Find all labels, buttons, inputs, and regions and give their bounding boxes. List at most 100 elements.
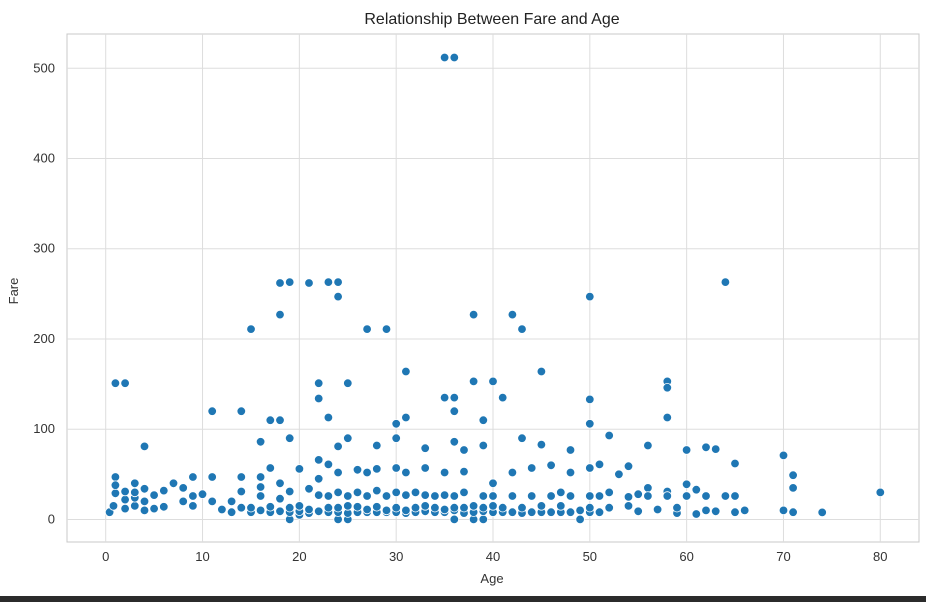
y-tick-label: 400 [33, 151, 55, 166]
data-point [730, 491, 740, 501]
data-point [130, 501, 140, 511]
data-point [730, 458, 740, 469]
data-point [410, 503, 421, 513]
data-point [333, 467, 343, 478]
data-point [420, 463, 430, 473]
data-point [449, 52, 460, 63]
data-point [333, 291, 343, 302]
data-point [817, 507, 827, 518]
data-point [556, 487, 566, 498]
data-point [449, 406, 460, 416]
x-axis-label: Age [480, 571, 503, 586]
data-point [314, 393, 324, 404]
data-point [178, 483, 188, 493]
data-point [585, 291, 595, 302]
data-point [585, 491, 595, 501]
data-point [623, 461, 634, 471]
data-point [333, 487, 343, 498]
data-point [527, 463, 537, 473]
data-point [449, 514, 460, 525]
data-point [585, 394, 595, 405]
data-point [217, 504, 227, 515]
data-point [362, 324, 372, 334]
data-point [507, 467, 518, 478]
y-tick-label: 100 [33, 421, 55, 436]
data-point [711, 444, 721, 454]
data-point [730, 507, 740, 517]
data-point [110, 480, 121, 490]
data-point [139, 496, 150, 507]
data-point [110, 472, 121, 482]
y-tick-label: 200 [33, 331, 55, 346]
data-point [604, 503, 614, 513]
data-point [420, 443, 430, 453]
data-point [498, 392, 508, 403]
data-point [372, 502, 382, 512]
data-point [468, 501, 479, 511]
data-point [546, 507, 556, 517]
data-point [459, 445, 469, 455]
data-point [236, 486, 247, 497]
data-point [536, 366, 547, 377]
data-point [430, 491, 440, 501]
data-point [120, 378, 130, 388]
data-point [449, 503, 460, 513]
data-point [594, 507, 605, 517]
grid-lines [67, 34, 919, 542]
data-point [701, 491, 711, 501]
data-point [265, 463, 276, 473]
data-point [546, 460, 556, 471]
data-point [643, 483, 653, 493]
data-point [604, 430, 614, 441]
y-tick-label: 0 [48, 511, 55, 526]
data-point [343, 378, 353, 388]
data-point [565, 491, 576, 501]
data-point [410, 487, 421, 498]
data-point [468, 309, 479, 320]
data-point [681, 491, 692, 501]
data-point [391, 487, 401, 498]
data-point [546, 491, 556, 501]
data-point [265, 415, 276, 425]
data-point [255, 482, 266, 492]
data-point [275, 278, 285, 288]
data-point [255, 505, 266, 516]
data-point [468, 376, 479, 387]
data-point [401, 366, 411, 377]
data-point [333, 441, 343, 452]
data-point [110, 488, 121, 499]
data-point [401, 412, 411, 423]
data-point [149, 503, 159, 514]
data-point [711, 506, 721, 517]
data-point [517, 324, 527, 334]
data-point [488, 501, 498, 511]
data-point [285, 433, 295, 443]
data-point [362, 491, 372, 501]
data-point [672, 503, 682, 513]
data-point [691, 485, 702, 495]
tick-labels: 0 10 20 30 40 50 60 70 80 0 100 200 300 400 500 [33, 60, 887, 564]
data-point [246, 324, 256, 334]
bottom-bar [0, 596, 926, 602]
data-point [420, 490, 430, 500]
data-point [778, 450, 789, 461]
data-point [652, 504, 663, 515]
data-point [381, 505, 392, 516]
data-point [536, 501, 547, 511]
data-point [459, 503, 469, 513]
data-point [594, 459, 605, 470]
data-point [372, 440, 382, 451]
data-point [439, 467, 450, 478]
data-point [643, 491, 653, 501]
y-tick-label: 500 [33, 60, 55, 75]
data-point [120, 503, 130, 514]
data-point [556, 501, 566, 511]
data-point [604, 487, 614, 498]
data-point [343, 501, 353, 511]
data-point [275, 506, 285, 517]
data-point [439, 490, 450, 500]
x-tick-label: 60 [679, 549, 693, 564]
x-tick-label: 80 [873, 549, 887, 564]
data-point [662, 412, 673, 423]
